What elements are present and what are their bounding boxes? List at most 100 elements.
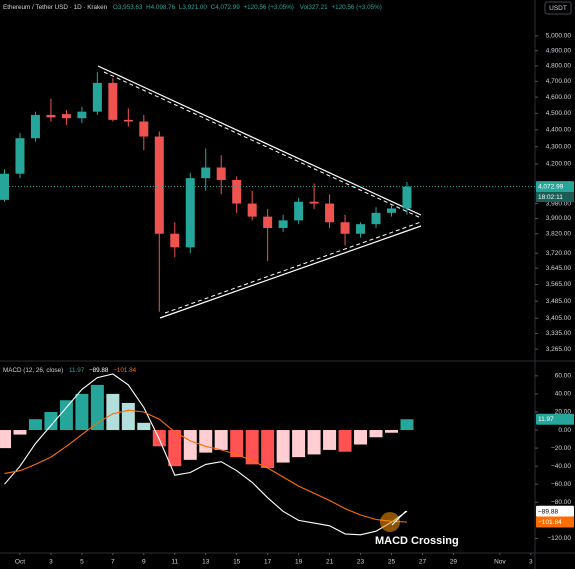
indicator-legend: MACD (12, 26, close) 11.97 −89.88 −101.8… <box>3 367 137 374</box>
indicator-value: −89.88 <box>89 367 109 374</box>
histogram-bar <box>307 430 321 455</box>
x-tick-label: 15 <box>233 559 241 566</box>
indicator-value-tag-box <box>536 516 574 528</box>
y-tick-label: −60.00 <box>551 481 571 488</box>
x-tick-label: 17 <box>264 559 272 566</box>
histogram-bar <box>199 430 213 453</box>
candle-body <box>0 173 9 200</box>
last-price-label: 4,072.99 <box>538 184 564 191</box>
indicator-title: MACD (12, 26, close) <box>3 367 63 374</box>
ohlc-value: L3,921.00 <box>179 4 208 11</box>
candle-body <box>201 167 211 179</box>
x-tick-label: 13 <box>202 559 210 566</box>
x-tick-label: 29 <box>450 559 458 566</box>
symbol-title: Ethereum / Tether USD · 1D · Kraken <box>3 4 108 11</box>
y-tick-label: 4,300.00 <box>546 143 572 150</box>
currency-box[interactable] <box>544 1 572 15</box>
indicator-line <box>4 409 408 523</box>
candle-body <box>325 203 335 223</box>
indicator-value-tag-box <box>536 413 574 425</box>
histogram-bar <box>261 430 275 468</box>
candle-body <box>139 121 149 137</box>
candle-body <box>371 212 381 225</box>
candle-body <box>232 179 242 204</box>
y-tick-label: 60.00 <box>555 373 572 380</box>
trend-line-dashed <box>103 71 422 219</box>
y-tick-label: 0.00 <box>558 427 571 434</box>
histogram-bar <box>90 384 104 431</box>
x-tick-label: 7 <box>111 559 115 566</box>
histogram-bar <box>230 430 244 458</box>
histogram-bar <box>354 430 368 445</box>
y-tick-label: −80.00 <box>551 499 571 506</box>
indicator-value-tag: −101.84 <box>538 519 562 526</box>
y-tick-label: 4,600.00 <box>546 94 572 101</box>
annotation: MACD Crossing <box>375 510 459 547</box>
y-tick-label: 40.00 <box>555 391 572 398</box>
change-value: +120.56 (+3.05%) <box>243 4 293 11</box>
countdown-box <box>536 192 574 203</box>
histogram-bar <box>137 422 151 431</box>
histogram-bar <box>400 419 414 431</box>
legend: Ethereum / Tether USD · 1D · Kraken O3,9… <box>3 4 382 11</box>
histogram-bar <box>168 430 182 467</box>
candle-body <box>216 167 226 180</box>
indicator-value-tag: 11.97 <box>538 416 554 423</box>
candle-body <box>77 111 87 119</box>
candle-body <box>15 138 25 174</box>
indicator-value: −101.84 <box>113 367 136 374</box>
ohlc-value: H4,098.76 <box>146 4 176 11</box>
y-tick-label: 4,900.00 <box>546 47 572 54</box>
histogram-bar <box>121 402 135 431</box>
y-tick-label: 3,900.00 <box>546 215 572 222</box>
histogram-bar <box>28 419 42 431</box>
annotation-text: MACD Crossing <box>375 535 459 547</box>
y-tick-label: 20.00 <box>555 409 572 416</box>
candle-body <box>30 114 40 139</box>
x-tick-label: 11 <box>171 559 178 566</box>
y-tick-label: 5,000.00 <box>546 33 572 40</box>
histogram-bar <box>183 430 197 460</box>
y-tick-label: 3,485.00 <box>546 298 572 305</box>
ohlc-value: O3,953.63 <box>113 4 143 11</box>
histogram-bar <box>323 430 337 450</box>
candle-body <box>108 82 118 120</box>
candle-body <box>356 224 366 234</box>
y-tick-label: 3,405.00 <box>546 315 572 322</box>
y-tick-label: 3,980.00 <box>546 200 572 207</box>
y-tick-label: 4,400.00 <box>546 127 572 134</box>
y-tick-label: 4,800.00 <box>546 63 572 70</box>
y-tick-label: 3,335.00 <box>546 330 572 337</box>
x-tick-label: Nov <box>494 559 506 566</box>
histogram-bar <box>59 400 73 431</box>
candle-body <box>46 114 56 118</box>
histogram-bar <box>369 430 383 438</box>
candle-body <box>92 82 102 112</box>
currency[interactable]: USDT <box>549 5 567 12</box>
volume-change: +120.56 (+3.05%) <box>331 4 381 11</box>
histogram-bar <box>384 430 398 433</box>
y-tick-label: 4,500.00 <box>546 110 572 117</box>
y-tick-label: −120.00 <box>547 535 571 542</box>
y-tick-label: 3,265.00 <box>546 346 572 353</box>
y-tick-label: 4,700.00 <box>546 78 572 85</box>
histogram-bar <box>75 393 89 431</box>
candle-body <box>154 136 164 234</box>
candle-body <box>247 203 257 217</box>
candle-body <box>123 119 133 122</box>
histogram-bar <box>338 430 352 452</box>
x-tick-label: 21 <box>326 559 334 566</box>
indicator-value-tag: −89.88 <box>538 508 558 515</box>
indicator-line <box>4 373 408 536</box>
candle-body <box>170 233 180 248</box>
candle-body <box>61 114 71 119</box>
y-tick-label: 4,200.00 <box>546 161 572 168</box>
y-tick-label: −40.00 <box>551 463 571 470</box>
indicator-value-tag-box <box>536 505 574 517</box>
x-tick-label: Oct <box>15 559 25 566</box>
trend-line-dashed <box>164 221 422 314</box>
x-tick-label: 9 <box>142 559 146 566</box>
y-tick-label: 3,720.00 <box>546 250 572 257</box>
indicator-value: 11.97 <box>69 367 85 374</box>
